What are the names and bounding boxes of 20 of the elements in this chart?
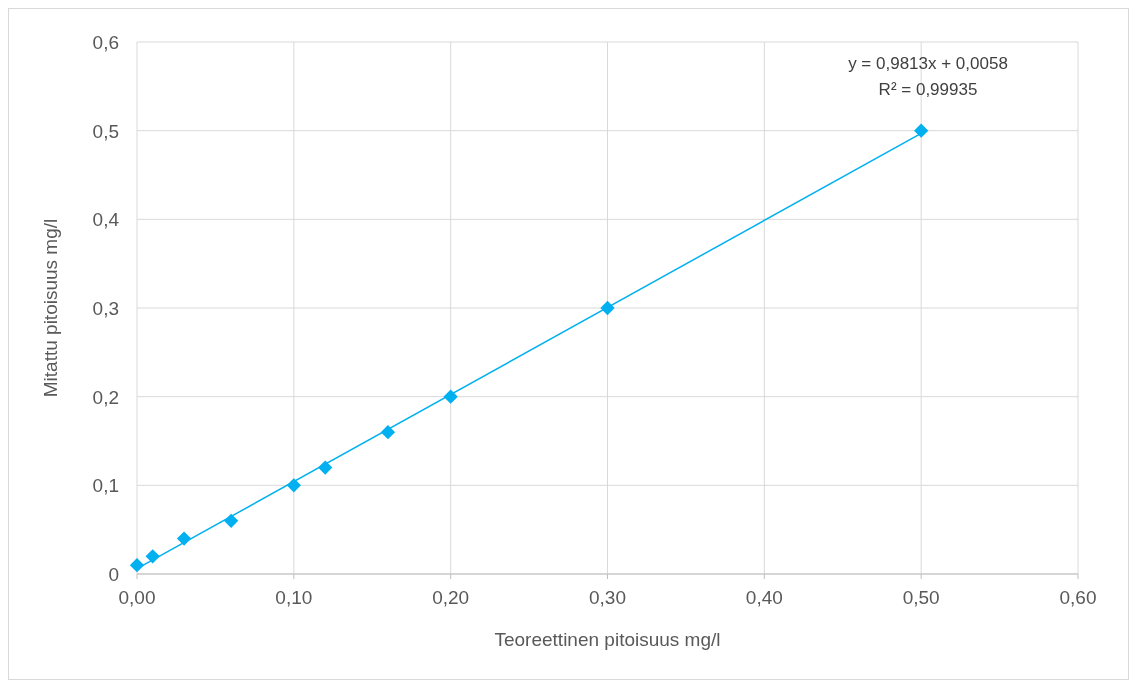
x-tick-label: 0,20 — [432, 587, 470, 608]
x-tick-label: 0,10 — [275, 587, 313, 608]
y-axis-title: Mitattu pitoisuus mg/l — [40, 218, 61, 398]
annotation: y = 0,9813x + 0,0058 — [848, 54, 1008, 73]
y-tick-label: 0,4 — [92, 209, 120, 231]
y-tick-label: 0,5 — [92, 120, 119, 142]
point — [129, 557, 145, 573]
x-tick-label: 0,00 — [118, 587, 156, 608]
x-axis-title: Teoreettinen pitoisuus mg/l — [494, 629, 721, 650]
y-tick-label: 0,2 — [92, 386, 119, 408]
y-tick-label: 0,6 — [92, 32, 119, 53]
annotation: R² = 0,99935 — [878, 80, 978, 99]
x-tick-label: 0,60 — [1059, 587, 1097, 608]
y-tick-label: 0,3 — [92, 298, 119, 319]
x-tick-label: 0,40 — [745, 587, 783, 608]
point — [914, 123, 929, 138]
x-tick-label: 0,30 — [589, 587, 626, 608]
y-tick-label: 0 — [108, 564, 119, 585]
x-tick-label: 0,50 — [902, 587, 940, 608]
y-tick-label: 0,1 — [92, 475, 119, 497]
